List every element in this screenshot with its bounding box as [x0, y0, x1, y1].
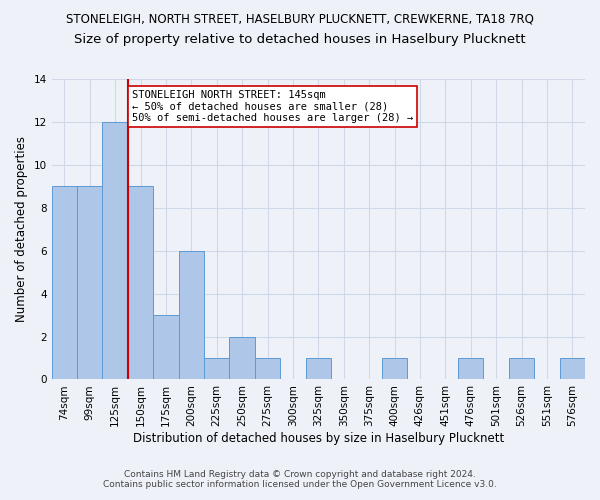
Bar: [305, 358, 331, 380]
Bar: [458, 358, 484, 380]
Text: Contains HM Land Registry data © Crown copyright and database right 2024.
Contai: Contains HM Land Registry data © Crown c…: [103, 470, 497, 489]
X-axis label: Distribution of detached houses by size in Haselbury Plucknett: Distribution of detached houses by size …: [133, 432, 504, 445]
Y-axis label: Number of detached properties: Number of detached properties: [15, 136, 28, 322]
Text: STONELEIGH, NORTH STREET, HASELBURY PLUCKNETT, CREWKERNE, TA18 7RQ: STONELEIGH, NORTH STREET, HASELBURY PLUC…: [66, 12, 534, 26]
Bar: [77, 186, 103, 380]
Bar: [179, 250, 204, 380]
Bar: [204, 358, 229, 380]
Text: STONELEIGH NORTH STREET: 145sqm
← 50% of detached houses are smaller (28)
50% of: STONELEIGH NORTH STREET: 145sqm ← 50% of…: [131, 90, 413, 123]
Text: Size of property relative to detached houses in Haselbury Plucknett: Size of property relative to detached ho…: [74, 32, 526, 46]
Bar: [509, 358, 534, 380]
Bar: [103, 122, 128, 380]
Bar: [153, 315, 179, 380]
Bar: [128, 186, 153, 380]
Bar: [229, 336, 255, 380]
Bar: [560, 358, 585, 380]
Bar: [382, 358, 407, 380]
Bar: [255, 358, 280, 380]
Bar: [52, 186, 77, 380]
